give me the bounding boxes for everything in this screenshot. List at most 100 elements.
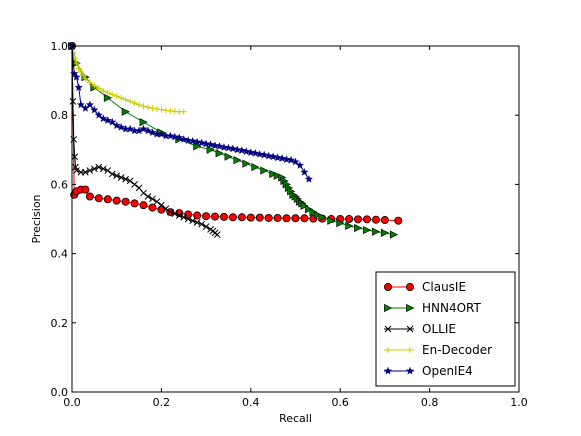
- data-point-en-decoder: [122, 96, 129, 103]
- data-point-hnn4ort: [305, 205, 314, 214]
- data-point-clausie: [354, 215, 363, 224]
- data-point-clausie: [363, 215, 372, 224]
- data-point-clausie: [193, 211, 202, 220]
- data-point-hnn4ort: [103, 93, 113, 102]
- x-tick-label: 0.6: [331, 396, 349, 409]
- data-point-openie4: [295, 160, 305, 169]
- data-point-openie4: [273, 153, 282, 162]
- data-point-clausie: [103, 195, 112, 204]
- legend-item-en-decoder: En-Decoder: [384, 343, 492, 357]
- data-point-clausie: [139, 201, 148, 210]
- data-point-openie4: [72, 72, 81, 81]
- data-point-ollie: [90, 165, 98, 173]
- data-point-openie4: [277, 154, 287, 162]
- data-point-ollie: [104, 167, 112, 174]
- ticks-layer: 0.0 0.2 0.4 0.6 0.8 1.0 0.0 0.2 0.4 0.6 0.8 1.0: [51, 40, 528, 409]
- data-point-ollie: [193, 219, 201, 226]
- legend-item-hnn4ort: HNN4ORT: [384, 301, 482, 315]
- y-tick-label: 0.0: [51, 386, 69, 399]
- data-point-en-decoder: [127, 98, 134, 105]
- data-point-openie4: [282, 155, 291, 164]
- y-tick-label: 0.8: [51, 109, 69, 122]
- data-point-openie4: [246, 148, 255, 157]
- data-point-en-decoder: [109, 91, 116, 98]
- data-point-openie4: [157, 129, 166, 138]
- data-point-hnn4ort: [372, 227, 381, 236]
- data-point-openie4: [215, 141, 224, 150]
- y-tick-label: 0.6: [51, 178, 69, 191]
- data-point-clausie: [121, 197, 130, 206]
- data-point-openie4: [291, 157, 300, 166]
- y-tick-label: 1.0: [51, 40, 69, 53]
- x-tick-label: 0.4: [242, 396, 260, 409]
- data-point-clausie: [237, 213, 246, 222]
- data-point-ollie: [149, 195, 156, 203]
- data-point-clausie: [85, 192, 94, 201]
- data-point-ollie: [175, 212, 183, 219]
- x-tick-label: 0.0: [63, 396, 81, 409]
- data-point-hnn4ort: [318, 213, 327, 222]
- data-point-ollie: [69, 98, 77, 105]
- data-point-hnn4ort: [206, 145, 215, 154]
- legend-label: OLLIE: [422, 322, 456, 336]
- data-point-en-decoder: [162, 107, 169, 114]
- data-point-hnn4ort: [139, 118, 148, 127]
- data-point-clausie: [211, 212, 220, 221]
- data-point-ollie: [131, 181, 138, 188]
- data-point-en-decoder: [113, 93, 120, 100]
- data-point-clausie: [394, 216, 403, 225]
- data-point-hnn4ort: [260, 166, 269, 175]
- data-point-clausie: [148, 203, 157, 212]
- series-ollie: [68, 42, 221, 238]
- data-point-ollie: [189, 217, 197, 225]
- series-line-clausie: [71, 45, 399, 222]
- data-point-openie4: [264, 151, 273, 160]
- data-point-ollie: [202, 223, 210, 230]
- x-tick-label: 1.0: [510, 396, 528, 409]
- data-point-clausie: [184, 210, 193, 219]
- data-point-clausie: [371, 215, 380, 224]
- data-point-en-decoder: [153, 105, 160, 112]
- data-point-openie4: [201, 139, 211, 148]
- legend-marker: [407, 347, 413, 353]
- data-point-hnn4ort: [380, 228, 390, 237]
- legend-marker: [405, 282, 414, 291]
- data-point-clausie: [264, 213, 273, 222]
- data-point-en-decoder: [77, 68, 84, 75]
- y-axis-title: Precision: [30, 194, 43, 243]
- data-point-clausie: [228, 213, 237, 222]
- x-axis-title: Recall: [279, 412, 312, 425]
- data-point-clausie: [94, 194, 103, 203]
- data-point-openie4: [99, 114, 108, 123]
- legend-marker: [385, 347, 391, 353]
- data-point-openie4: [108, 117, 117, 126]
- data-point-en-decoder: [144, 104, 151, 111]
- data-point-openie4: [179, 135, 188, 143]
- data-point-openie4: [300, 167, 309, 176]
- series-clausie: [68, 42, 403, 225]
- data-point-ollie: [158, 201, 165, 209]
- data-point-hnn4ort: [251, 163, 260, 172]
- data-point-openie4: [139, 124, 148, 133]
- data-point-openie4: [112, 121, 121, 130]
- legend-marker: [383, 366, 393, 375]
- data-point-clausie: [202, 212, 211, 221]
- legend-marker: [405, 366, 415, 375]
- legend-label: En-Decoder: [422, 343, 492, 357]
- data-point-en-decoder: [158, 106, 165, 113]
- data-point-en-decoder: [91, 82, 98, 89]
- series-layer: [67, 41, 403, 239]
- data-point-hnn4ort: [215, 149, 224, 158]
- data-point-clausie: [255, 213, 264, 222]
- data-point-ollie: [117, 174, 125, 181]
- data-point-openie4: [188, 136, 197, 145]
- data-point-ollie: [126, 177, 134, 185]
- y-tick-label: 0.4: [51, 248, 69, 261]
- data-point-ollie: [213, 231, 221, 238]
- data-point-openie4: [103, 116, 112, 124]
- data-point-openie4: [304, 174, 314, 183]
- plot-frame: [71, 45, 520, 393]
- data-point-hnn4ort: [121, 107, 130, 116]
- data-point-en-decoder: [73, 60, 80, 67]
- data-point-openie4: [90, 105, 99, 114]
